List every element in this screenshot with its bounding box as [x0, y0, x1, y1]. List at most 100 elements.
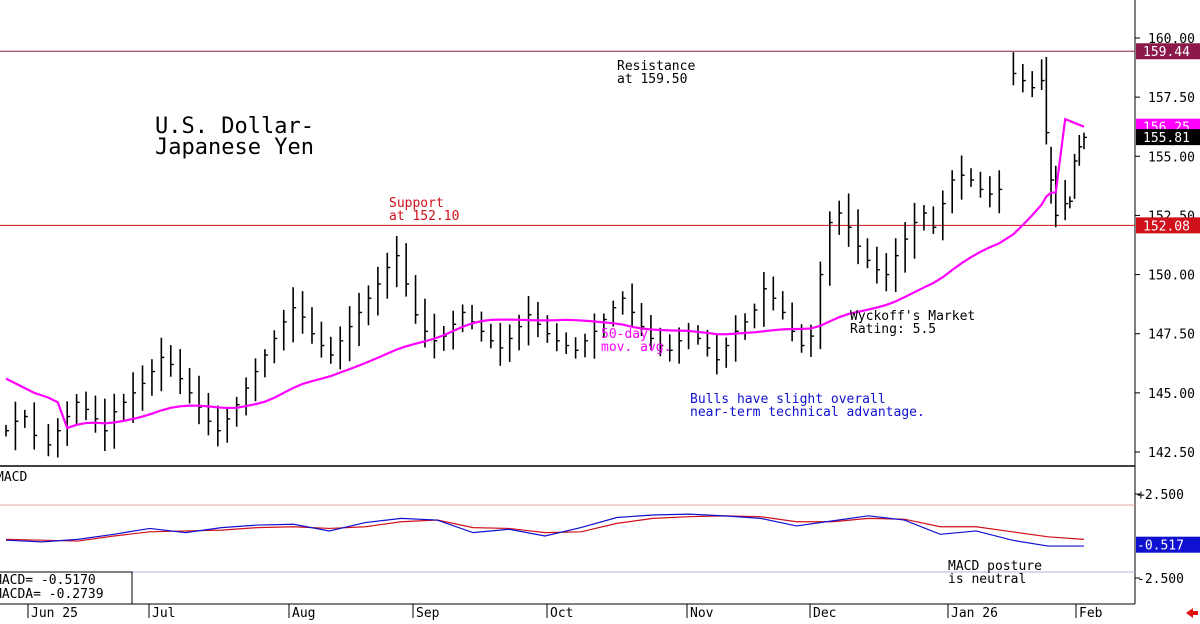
- price-marker-box: [1136, 129, 1200, 146]
- macd-signal-line: [5, 515, 1085, 542]
- price-marker-label: 159.44: [1143, 45, 1190, 60]
- price-bar: [33, 402, 38, 450]
- price-bar: [1054, 165, 1059, 228]
- price-bar: [828, 211, 833, 286]
- moving-average-line: [5, 117, 1085, 430]
- x-tick-label: Sep: [416, 606, 440, 621]
- macd-marker-box: [1136, 536, 1200, 553]
- price-bar: [1045, 56, 1050, 145]
- price-bar: [179, 349, 184, 395]
- price-bar: [734, 315, 739, 362]
- price-bar: [753, 303, 758, 329]
- x-tick-label: Oct: [550, 606, 573, 621]
- price-bar: [254, 358, 259, 402]
- price-bar: [763, 272, 767, 327]
- price-bar: [960, 155, 965, 200]
- macd-readout-value: MACD= -0.5170: [0, 573, 96, 588]
- price-bar: [697, 325, 701, 345]
- price-bar: [490, 323, 494, 349]
- price-bar: [659, 327, 664, 357]
- price-bar: [169, 345, 174, 377]
- price-bar: [687, 322, 692, 350]
- price-marker-box: [1136, 43, 1200, 60]
- price-bar: [330, 336, 334, 364]
- x-tick-label: Nov: [690, 606, 714, 621]
- rating-label-1: Wyckoff's Market: [850, 309, 975, 324]
- price-bar: [810, 324, 814, 357]
- price-bar: [650, 315, 654, 351]
- price-bar: [574, 337, 579, 359]
- price-bar: [442, 326, 447, 351]
- price-bar: [66, 401, 71, 446]
- price-bar: [377, 266, 381, 316]
- price-bar: [461, 304, 466, 333]
- price-bar: [217, 405, 221, 447]
- y-tick-label: 150.00: [1148, 269, 1195, 284]
- price-bar: [640, 303, 645, 337]
- macd-tick-label: -2.500: [1137, 572, 1184, 587]
- price-bar: [358, 292, 363, 347]
- price-bar: [480, 311, 485, 342]
- price-bar: [923, 205, 927, 231]
- price-bar: [744, 313, 749, 340]
- price-bar: [348, 306, 353, 362]
- price-bar: [339, 326, 344, 370]
- price-bar: [1073, 153, 1078, 199]
- price-bar: [857, 209, 862, 265]
- price-bar: [113, 393, 118, 449]
- price-bar: [989, 176, 993, 208]
- price-bar: [207, 392, 212, 436]
- price-bar: [1012, 52, 1017, 86]
- price-bar: [1050, 146, 1055, 204]
- x-tick-label: Dec: [813, 606, 836, 621]
- price-bar: [245, 377, 250, 416]
- y-tick-label: 157.50: [1148, 91, 1195, 106]
- price-bar: [264, 349, 268, 378]
- price-bar: [499, 322, 504, 366]
- price-bar: [132, 372, 137, 423]
- resistance-label-1: Resistance: [617, 59, 695, 74]
- price-marker-box: [1136, 217, 1200, 234]
- y-tick-label: 145.00: [1148, 387, 1195, 402]
- price-bar: [555, 323, 560, 352]
- price-bar: [725, 337, 730, 368]
- ma-label-2: mov. avg.: [601, 340, 671, 355]
- price-marker-label: 152.08: [1143, 219, 1190, 234]
- price-bar: [273, 330, 278, 364]
- price-bar: [301, 291, 306, 334]
- price-bar: [979, 171, 984, 198]
- price-bar: [1022, 64, 1026, 93]
- price-bar: [1083, 132, 1087, 150]
- price-bar: [141, 365, 146, 411]
- price-bar: [819, 261, 824, 350]
- y-tick-label: 147.50: [1148, 328, 1195, 343]
- price-bar: [75, 394, 80, 425]
- price-bar: [584, 333, 589, 358]
- price-bar: [998, 170, 1003, 214]
- x-tick-label: Jun 25: [31, 606, 78, 621]
- chart-title-line-2: Japanese Yen: [155, 135, 314, 160]
- price-bar: [292, 287, 297, 343]
- price-bar: [603, 313, 607, 338]
- price-bar: [941, 190, 946, 241]
- price-bar: [876, 246, 880, 284]
- macd-posture-2: is neutral: [948, 572, 1026, 587]
- price-bar: [565, 332, 570, 354]
- price-bar: [791, 302, 796, 342]
- price-bar: [311, 307, 315, 344]
- price-bar: [668, 334, 673, 362]
- commentary-line-1: Bulls have slight overall: [690, 392, 886, 407]
- macd-readout-box: [0, 571, 133, 605]
- macd-posture-1: MACD posture: [948, 559, 1042, 574]
- price-bar: [621, 291, 626, 315]
- price-bar: [1040, 59, 1045, 91]
- x-tick-label: Aug: [292, 606, 315, 621]
- price-bar: [188, 368, 193, 404]
- chart-title-line-1: U.S. Dollar-: [155, 114, 314, 139]
- scroll-left-arrow-icon[interactable]: [1186, 608, 1198, 618]
- price-panel: 160.00157.50155.00152.50150.00147.50145.…: [0, 32, 1200, 461]
- price-bar: [716, 333, 720, 375]
- price-bar: [414, 275, 419, 324]
- price-bar: [386, 252, 391, 299]
